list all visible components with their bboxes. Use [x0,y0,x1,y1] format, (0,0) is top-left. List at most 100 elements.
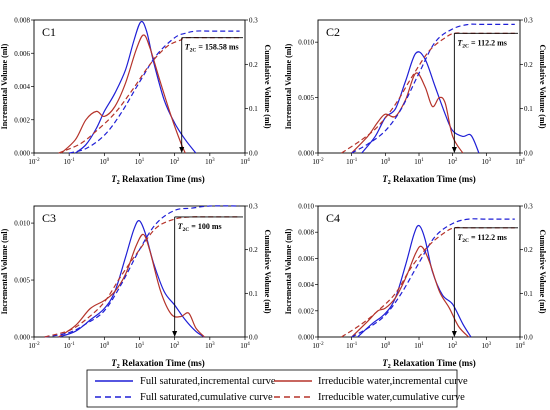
series-irr_inc [58,233,205,338]
series-irr_cum [341,226,515,338]
x-tick-label: 103 [205,158,215,166]
series-irr_inc [351,72,464,154]
x-tick-label: 10-2 [28,158,40,166]
y-left-tick-label: 0.000 [298,334,314,342]
panel-label: C2 [326,25,340,39]
y-left-tick-label: 0.000 [14,150,30,158]
y-left-tick-label: 0.008 [14,17,30,25]
series-irr_cum [341,32,515,154]
x-tick-label: 102 [448,342,458,350]
x-tick-label: 101 [414,158,424,166]
series-full_cum [351,218,515,338]
y-left-axis-label: Incremental Volume (ml) [0,228,9,314]
t2c-arrow-head [451,331,457,337]
series-full_inc [75,20,197,154]
y-right-tick-label: 0.0 [524,334,533,342]
y-right-tick-label: 0.2 [249,246,258,254]
x-tick-label: 10-1 [346,158,358,166]
y-right-tick-label: 0.0 [524,150,533,158]
y-left-tick-label: 0.002 [14,116,30,124]
t2c-arrow-head [451,147,457,153]
y-right-tick-label: 0.2 [524,61,533,69]
x-tick-label: 101 [135,158,145,166]
x-tick-label: 100 [381,158,391,166]
series-full_inc [361,51,480,154]
series-full_cum [69,30,240,154]
x-tick-label: 104 [240,342,250,350]
panel-label: C1 [42,25,56,39]
y-left-tick-label: 0.000 [298,150,314,158]
y-right-axis-label: Cumulative Volume (ml) [263,45,272,129]
panel-c1: 10-2 10-1 100 101 102 103 104 0.000 0.002 0.004 0.… [0,17,272,167]
t2c-annotation: T2C = 112.2 ms [457,38,507,49]
y-left-tick-label: 0.006 [14,50,30,58]
x-tick-label: 103 [205,342,215,350]
series-full_cum [351,23,515,154]
x-tick-label: 102 [170,342,180,350]
x-axis-label-top-right: T2 Relaxation Time (ms) [382,174,475,186]
x-tick-label: 101 [414,342,424,350]
y-right-tick-label: 0.3 [524,17,533,25]
t2c-annotation: T2C = 100 ms [178,222,222,233]
panel-label: C3 [42,211,56,225]
y-left-axis-label: Incremental Volume (ml) [284,43,293,129]
y-left-tick-label: 0.010 [298,39,314,47]
y-right-axis-label: Cumulative Volume (ml) [263,230,272,314]
y-right-tick-label: 0.2 [249,61,258,69]
y-left-tick-label: 0.005 [14,277,30,285]
x-tick-label: 102 [170,158,180,166]
x-tick-label: 10-1 [64,342,76,350]
t2c-annotation: T2C = 158.58 ms [185,43,239,54]
y-left-axis-label: Incremental Volume (ml) [0,43,9,129]
panel-label: C4 [326,211,340,225]
t2c-arrow-head [172,331,178,337]
series-full_inc [357,224,472,338]
y-left-tick-label: 0.008 [298,229,314,237]
x-tick-label: 104 [515,342,525,350]
x-tick-label: 103 [482,342,492,350]
y-right-tick-label: 0.2 [524,246,533,254]
legend-label-irr-inc: Irreducible water,incremental curve [318,376,468,387]
t2c-arrow-head [179,147,185,153]
y-right-tick-label: 0.1 [524,290,533,298]
y-right-axis-label: Cumulative Volume (ml) [538,45,547,129]
legend: Full saturated,incremental curve Irreduc… [86,369,468,408]
y-right-tick-label: 0.3 [249,17,258,25]
y-left-tick-label: 0.004 [14,83,30,91]
x-tick-label: 101 [135,342,145,350]
y-right-tick-label: 0.1 [249,290,258,298]
x-tick-label: 10-2 [312,158,324,166]
series-irr_cum [58,36,240,154]
y-right-tick-label: 0.0 [249,334,258,342]
y-right-axis-label: Cumulative Volume (ml) [538,230,547,314]
y-left-tick-label: 0.006 [298,255,314,263]
y-left-tick-label: 0.004 [298,281,314,289]
y-left-axis-label: Incremental Volume (ml) [284,228,293,314]
series-full_cum [44,205,240,338]
x-tick-label: 10-2 [312,342,324,350]
legend-box [86,369,458,408]
x-tick-label: 100 [100,158,110,166]
x-tick-label: 104 [240,158,250,166]
x-axis-label-bottom-right: T2 Relaxation Time (ms) [382,358,475,370]
series-irr_inc [351,245,470,338]
x-tick-label: 10-2 [28,342,40,350]
t2c-annotation: T2C = 112.2 ms [457,233,507,244]
x-axis-label-top-left: T2 Relaxation Time (ms) [111,174,204,186]
y-left-tick-label: 0.000 [14,334,30,342]
x-tick-label: 102 [448,158,458,166]
series-irr_inc [60,34,186,154]
legend-label-full-inc: Full saturated,incremental curve [140,376,276,387]
y-left-tick-label: 0.010 [298,203,314,211]
y-left-tick-label: 0.002 [298,307,314,315]
y-left-tick-label: 0.010 [14,220,30,228]
x-tick-label: 104 [515,158,525,166]
x-tick-label: 10-1 [64,158,76,166]
y-right-tick-label: 0.3 [524,203,533,211]
y-right-tick-label: 0.1 [524,105,533,113]
x-tick-label: 100 [381,342,391,350]
y-left-tick-label: 0.005 [298,94,314,102]
y-right-tick-label: 0.1 [249,105,258,113]
x-tick-label: 100 [100,342,110,350]
